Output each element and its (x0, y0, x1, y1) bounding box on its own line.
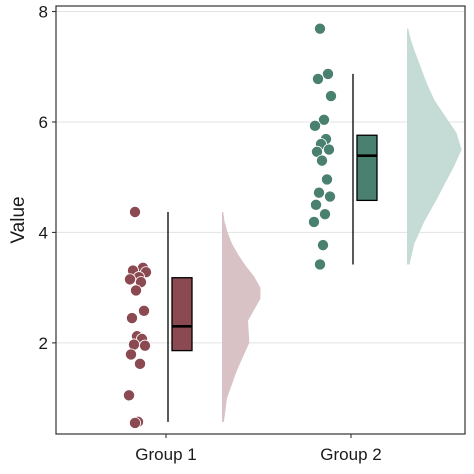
data-point (123, 389, 136, 402)
data-point (320, 173, 333, 186)
y-tick-label: 8 (39, 3, 48, 22)
y-tick-label: 2 (39, 334, 48, 353)
data-point (311, 72, 324, 85)
y-tick-label: 6 (39, 113, 48, 132)
data-point (125, 348, 138, 361)
x-tick-label: Group 2 (320, 445, 381, 464)
x-tick-label: Group 1 (135, 445, 196, 464)
y-tick-label: 4 (39, 223, 48, 242)
data-point (321, 67, 334, 80)
data-point (127, 338, 140, 351)
data-point (312, 186, 325, 199)
panel-border (55, 5, 466, 435)
data-point (318, 208, 331, 221)
box-iqr (171, 277, 193, 352)
density-shape (407, 28, 462, 265)
data-point (309, 198, 322, 211)
data-point (124, 273, 137, 286)
data-point (307, 215, 320, 228)
data-point (322, 143, 335, 156)
box-iqr (356, 134, 378, 202)
y-axis-title: Value (8, 196, 29, 243)
density-shape (222, 211, 261, 422)
data-point (316, 239, 329, 252)
data-point (129, 284, 142, 297)
data-point (138, 339, 151, 352)
plot-panel: 2 4 6 8 Group 1 Group 2 (39, 3, 466, 464)
data-point (133, 357, 146, 370)
data-point (323, 190, 336, 203)
data-point (317, 113, 330, 126)
data-point (313, 258, 326, 271)
data-point (128, 416, 141, 429)
data-point (315, 154, 328, 167)
data-point (137, 304, 150, 317)
data-point (313, 22, 326, 35)
data-point (324, 90, 337, 103)
data-point (126, 312, 139, 325)
data-point (128, 205, 141, 218)
data-point (308, 119, 321, 132)
